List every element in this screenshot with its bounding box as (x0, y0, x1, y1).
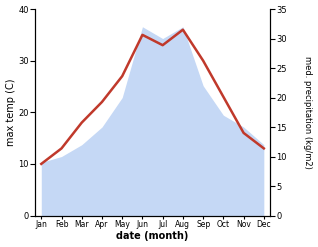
Y-axis label: med. precipitation (kg/m2): med. precipitation (kg/m2) (303, 56, 313, 169)
X-axis label: date (month): date (month) (116, 231, 189, 242)
Y-axis label: max temp (C): max temp (C) (5, 79, 16, 146)
